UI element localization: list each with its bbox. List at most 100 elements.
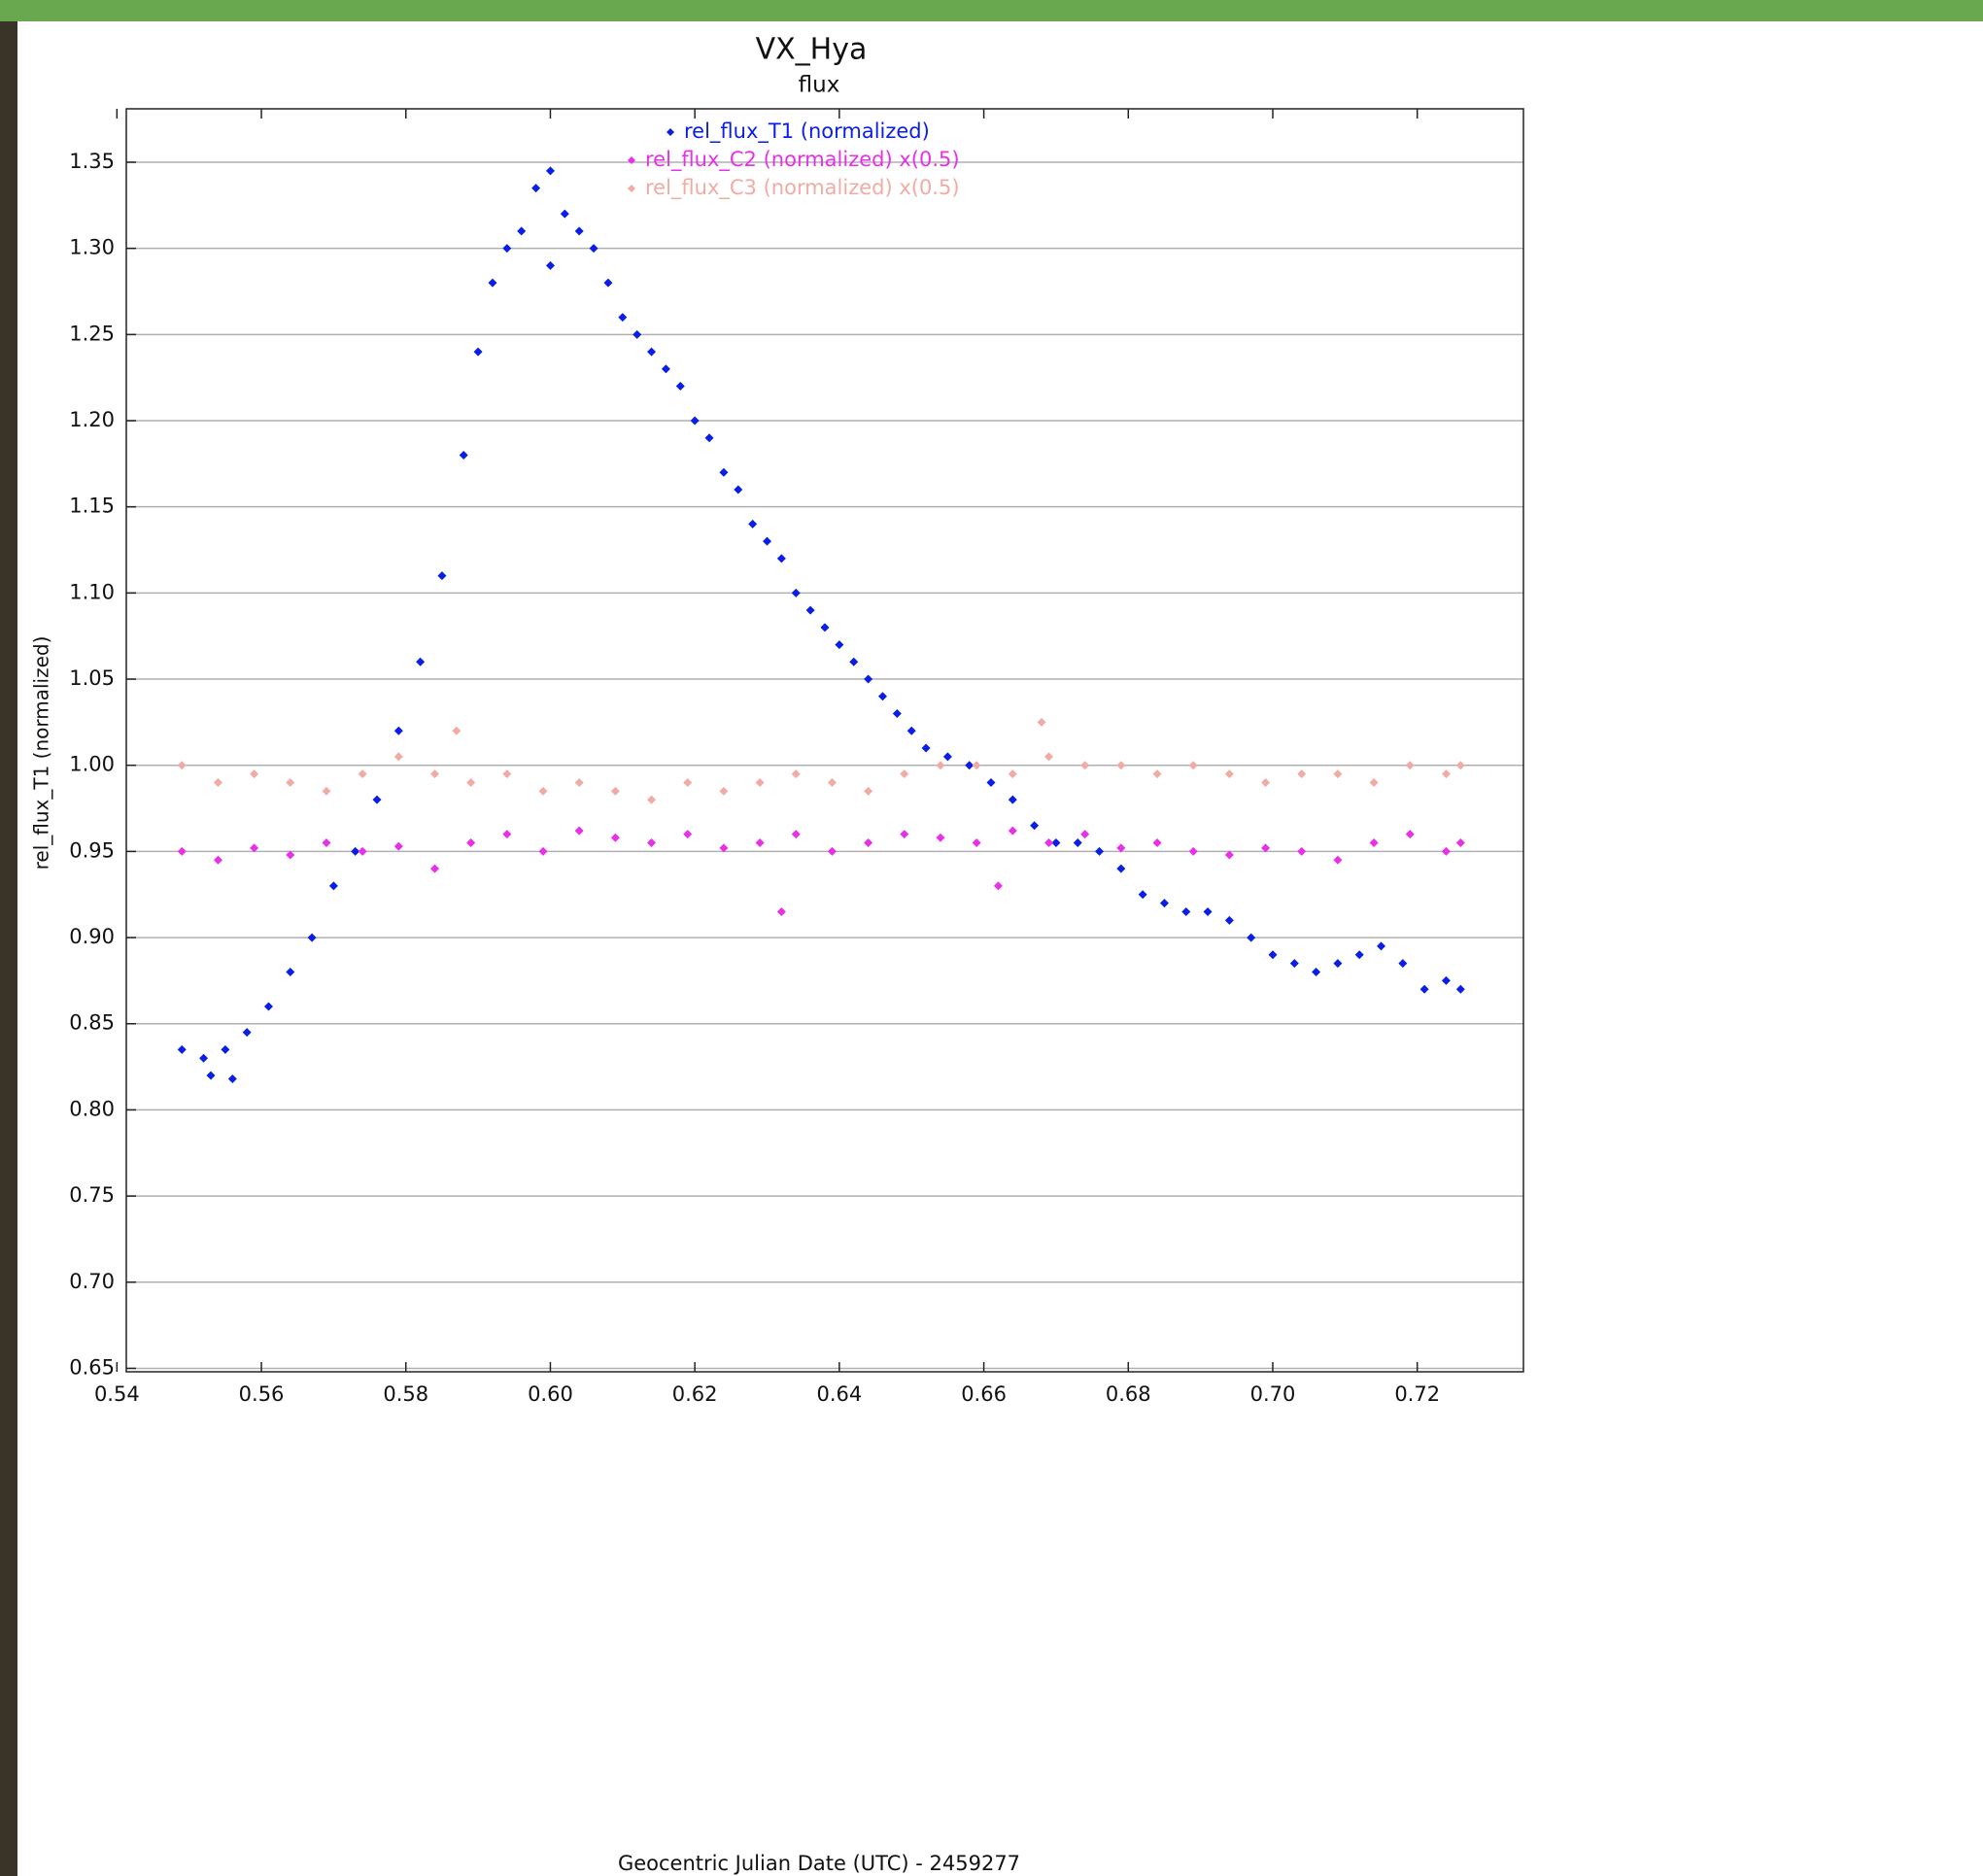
point: [177, 761, 187, 770]
point: [1333, 959, 1343, 969]
point: [892, 709, 902, 719]
legend-label: rel_flux_T1 (normalized): [684, 119, 930, 144]
point: [719, 467, 729, 477]
point: [776, 554, 786, 563]
point: [647, 838, 657, 848]
point: [589, 244, 598, 254]
point: [502, 244, 512, 254]
point: [1037, 717, 1046, 727]
point: [1080, 761, 1090, 770]
y-axis-label: rel_flux_T1 (normalized): [30, 636, 53, 870]
point: [1441, 846, 1451, 856]
point: [1261, 777, 1271, 787]
point: [1455, 838, 1465, 848]
point: [719, 843, 729, 853]
point: [1043, 752, 1053, 762]
point: [1224, 915, 1234, 925]
point: [502, 830, 512, 839]
point: [1441, 769, 1451, 779]
y-tick-label: 1.15: [69, 495, 115, 518]
point: [1152, 769, 1162, 779]
point: [1333, 769, 1343, 779]
y-tick-label: 0.75: [69, 1183, 115, 1207]
point: [1138, 890, 1147, 900]
chart-subtitle: flux: [799, 73, 840, 98]
x-tick-label: 0.54: [94, 1382, 140, 1406]
point: [213, 855, 222, 865]
point: [1247, 933, 1256, 942]
point: [827, 777, 837, 787]
point: [1419, 984, 1429, 994]
point: [1043, 838, 1053, 848]
point: [1224, 850, 1234, 860]
point: [748, 519, 758, 529]
point: [1116, 864, 1126, 873]
point: [1188, 846, 1198, 856]
point: [517, 226, 527, 236]
point: [1188, 761, 1198, 770]
point: [921, 743, 931, 753]
y-tick-label: 1.35: [69, 150, 115, 173]
x-tick-label: 0.72: [1394, 1382, 1440, 1406]
point: [328, 881, 338, 891]
point: [286, 968, 295, 977]
point: [1095, 846, 1105, 856]
point: [531, 184, 541, 193]
y-tick-label: 1.30: [69, 236, 115, 259]
chart-background: [17, 21, 1983, 1876]
point: [864, 838, 873, 848]
point: [574, 826, 584, 836]
point: [473, 347, 483, 357]
legend-marker: [628, 156, 635, 164]
point: [690, 416, 700, 426]
point: [393, 752, 403, 762]
point: [1405, 830, 1415, 839]
plot-frame: [125, 108, 1524, 1373]
point: [877, 692, 887, 701]
point: [755, 838, 765, 848]
point: [1333, 855, 1343, 865]
point: [1181, 906, 1191, 916]
point: [1051, 838, 1061, 848]
point: [502, 769, 512, 779]
point: [199, 1053, 209, 1063]
point: [704, 433, 714, 443]
point: [1159, 899, 1169, 908]
point: [900, 769, 909, 779]
y-tick-label: 0.85: [69, 1011, 115, 1035]
point: [1203, 906, 1213, 916]
y-tick-label: 1.00: [69, 753, 115, 776]
point: [864, 674, 873, 684]
point: [661, 364, 670, 374]
point: [1455, 984, 1465, 994]
legend-label: rel_flux_C3 (normalized) x(0.5): [645, 176, 960, 200]
point: [618, 313, 628, 323]
point: [1224, 769, 1234, 779]
window-bar: [0, 0, 1983, 21]
point: [459, 450, 468, 460]
point: [1441, 975, 1451, 985]
point: [633, 329, 642, 339]
point: [719, 786, 729, 796]
y-tick-label: 0.90: [69, 925, 115, 948]
point: [835, 640, 844, 650]
point: [683, 777, 693, 787]
point: [1030, 821, 1040, 831]
point: [734, 485, 743, 495]
point: [242, 1028, 252, 1038]
point: [1116, 843, 1126, 853]
point: [972, 838, 981, 848]
y-tick-label: 1.05: [69, 666, 115, 690]
y-tick-label: 1.10: [69, 580, 115, 603]
point: [942, 752, 952, 762]
point: [647, 347, 657, 357]
point: [791, 769, 801, 779]
point: [1152, 838, 1162, 848]
point: [429, 864, 439, 873]
x-tick-label: 0.66: [961, 1382, 1007, 1406]
point: [791, 588, 801, 597]
legend-marker: [628, 185, 635, 192]
point: [221, 1044, 230, 1054]
point: [1369, 777, 1379, 787]
